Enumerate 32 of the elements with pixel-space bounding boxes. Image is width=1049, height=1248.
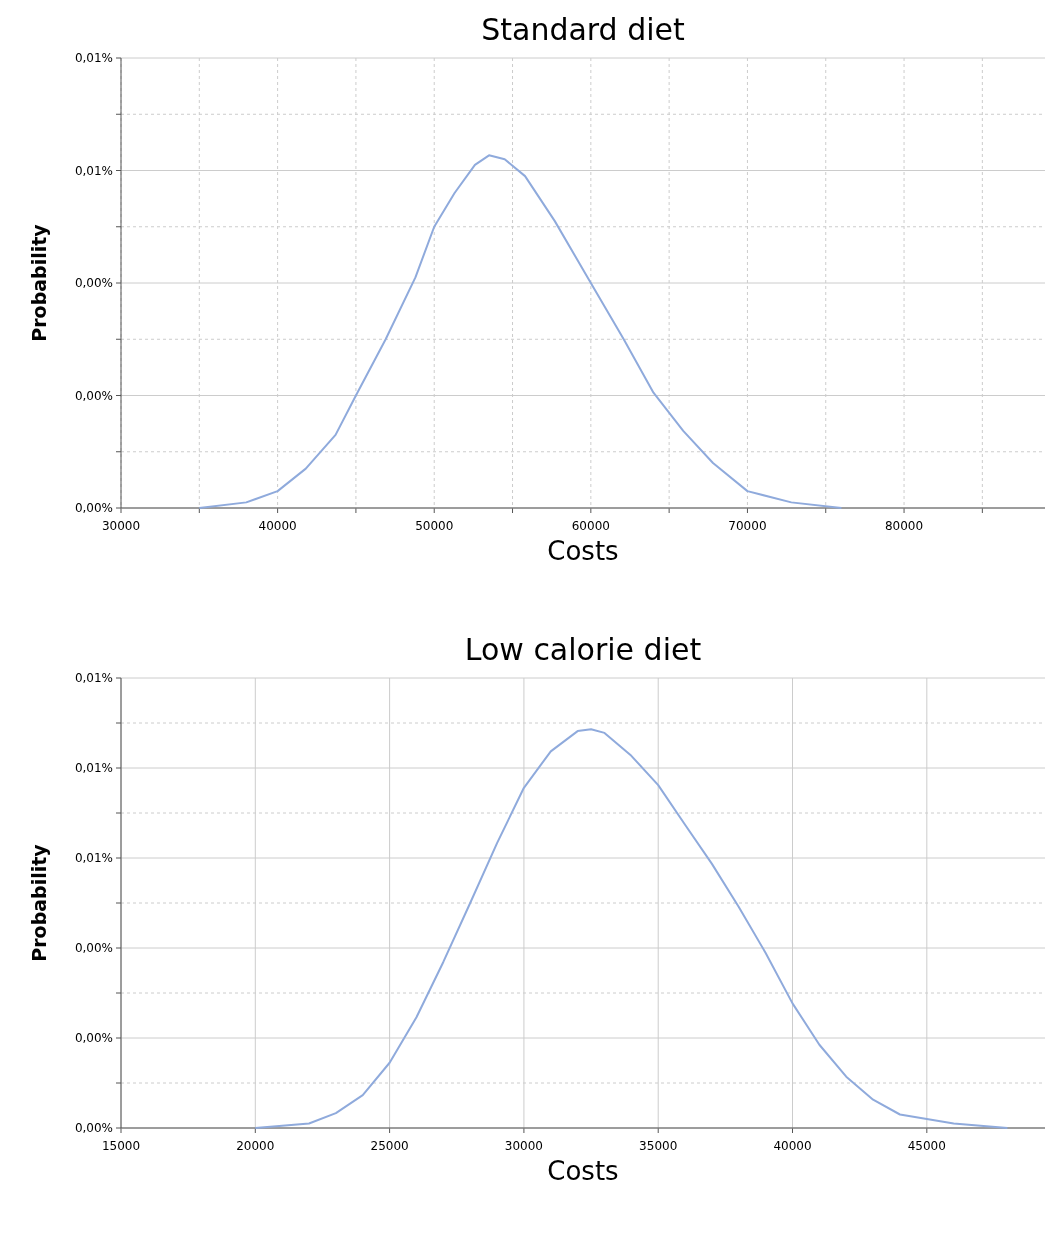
y-tick-label: 0,00% — [74, 388, 113, 403]
y-axis-title: Probability — [28, 223, 50, 342]
y-tick-label: 0,01% — [74, 851, 113, 865]
chart-title: Standard diet — [481, 12, 686, 47]
x-tick-label: 25000 — [370, 1139, 409, 1153]
line-series — [254, 728, 1009, 1129]
y-tick-label: 0,00% — [74, 276, 113, 290]
y-tick-label: 0,01% — [74, 51, 113, 65]
x-tick-label: 40000 — [258, 519, 297, 533]
y-tick-label: 0,00% — [74, 1031, 113, 1045]
x-tick-label: 20000 — [236, 1139, 275, 1153]
y-tick-label: 0,00% — [74, 1121, 113, 1135]
x-tick-label: 70000 — [728, 519, 767, 533]
x-tick-label: 35000 — [639, 1139, 678, 1153]
x-tick-label: 80000 — [884, 519, 924, 533]
x-axis-title: Costs — [547, 1156, 619, 1186]
x-tick-label: 45000 — [907, 1139, 946, 1153]
y-tick-label: 0,00% — [74, 941, 113, 955]
x-tick-label: 40000 — [773, 1139, 812, 1153]
x-tick-label: 15000 — [101, 1139, 141, 1153]
y-tick-label: 0,00% — [74, 501, 113, 515]
y-tick-label: 0,01% — [74, 761, 113, 775]
x-tick-label: 50000 — [415, 519, 454, 533]
x-axis-title: Costs — [547, 536, 619, 566]
y-tick-label: 0,01% — [74, 163, 113, 178]
y-tick-label: 0,01% — [74, 671, 113, 685]
x-tick-label: 30000 — [101, 519, 141, 533]
x-tick-label: 30000 — [504, 1139, 543, 1153]
x-tick-label: 60000 — [571, 519, 610, 533]
line-series — [198, 154, 843, 509]
chart-title: Low calorie diet — [464, 632, 702, 667]
y-axis-title: Probability — [28, 843, 50, 962]
